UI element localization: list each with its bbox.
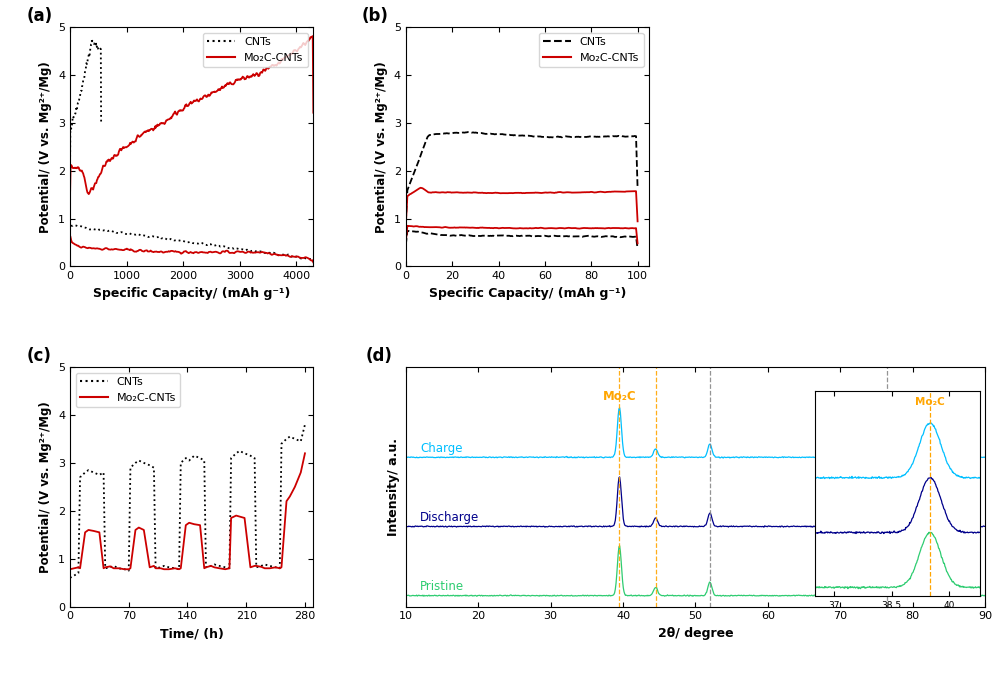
Text: Mo₂C: Mo₂C — [915, 396, 945, 406]
Text: (d): (d) — [365, 346, 392, 365]
X-axis label: Specific Capacity/ (mAh g⁻¹): Specific Capacity/ (mAh g⁻¹) — [93, 287, 290, 300]
Text: (a): (a) — [26, 7, 52, 24]
X-axis label: 2θ/ degree: 2θ/ degree — [658, 627, 733, 640]
Text: Pristine: Pristine — [420, 580, 464, 593]
Legend: CNTs, Mo₂C-CNTs: CNTs, Mo₂C-CNTs — [203, 32, 308, 67]
Y-axis label: Intensity/ a.u.: Intensity/ a.u. — [387, 438, 400, 536]
Y-axis label: Potential/ (V vs. Mg²⁺/Mg): Potential/ (V vs. Mg²⁺/Mg) — [39, 401, 52, 573]
Text: (c): (c) — [26, 346, 51, 365]
Text: (b): (b) — [362, 7, 389, 24]
Legend: CNTs, Mo₂C-CNTs: CNTs, Mo₂C-CNTs — [539, 32, 644, 67]
X-axis label: Specific Capacity/ (mAh g⁻¹): Specific Capacity/ (mAh g⁻¹) — [429, 287, 626, 300]
Y-axis label: Potential/ (V vs. Mg²⁺/Mg): Potential/ (V vs. Mg²⁺/Mg) — [39, 61, 52, 233]
Text: Discharge: Discharge — [420, 511, 480, 524]
Y-axis label: Potential/ (V vs. Mg²⁺/Mg): Potential/ (V vs. Mg²⁺/Mg) — [375, 61, 388, 233]
X-axis label: Time/ (h): Time/ (h) — [160, 627, 224, 640]
Text: Charge: Charge — [420, 442, 463, 455]
Legend: CNTs, Mo₂C-CNTs: CNTs, Mo₂C-CNTs — [76, 373, 180, 407]
Text: Ni: Ni — [881, 421, 893, 434]
Text: Mo₂C: Mo₂C — [603, 390, 636, 403]
